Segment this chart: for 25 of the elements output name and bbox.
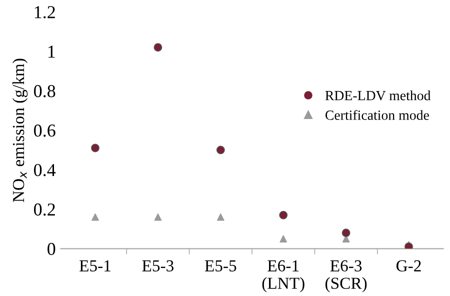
legend-label: RDE-LDV method [325,90,431,100]
x-tick-label: G-2 [396,260,421,272]
legend-label: Certification mode [325,110,429,120]
point [91,144,100,152]
x-tick-label: E6-3 (SCR) [325,260,367,292]
x-tick-label: E5-1 [80,260,110,272]
y-axis-title: NO$_{x}$ emission (g/km) [12,58,28,202]
y-tick-label: 0.6 [34,124,56,137]
point [216,146,225,154]
y-tick-label: 1.2 [34,6,55,18]
y-tick-label: 1 [48,46,55,58]
x-tick-label: E5-3 [142,260,174,272]
point [280,235,288,242]
point [216,213,224,221]
y-tick-label: 0.4 [34,164,56,176]
point [342,228,350,238]
y-tick-label: 0 [48,242,56,256]
point [92,213,99,221]
point [279,210,288,220]
point [154,213,162,221]
point [154,43,162,52]
x-tick-label: E5-5 [204,260,236,272]
x-tick-label: E6-1 (LNT) [262,260,304,292]
y-tick-label: 0.2 [34,203,55,216]
y-tick-label: 0.8 [34,85,56,98]
